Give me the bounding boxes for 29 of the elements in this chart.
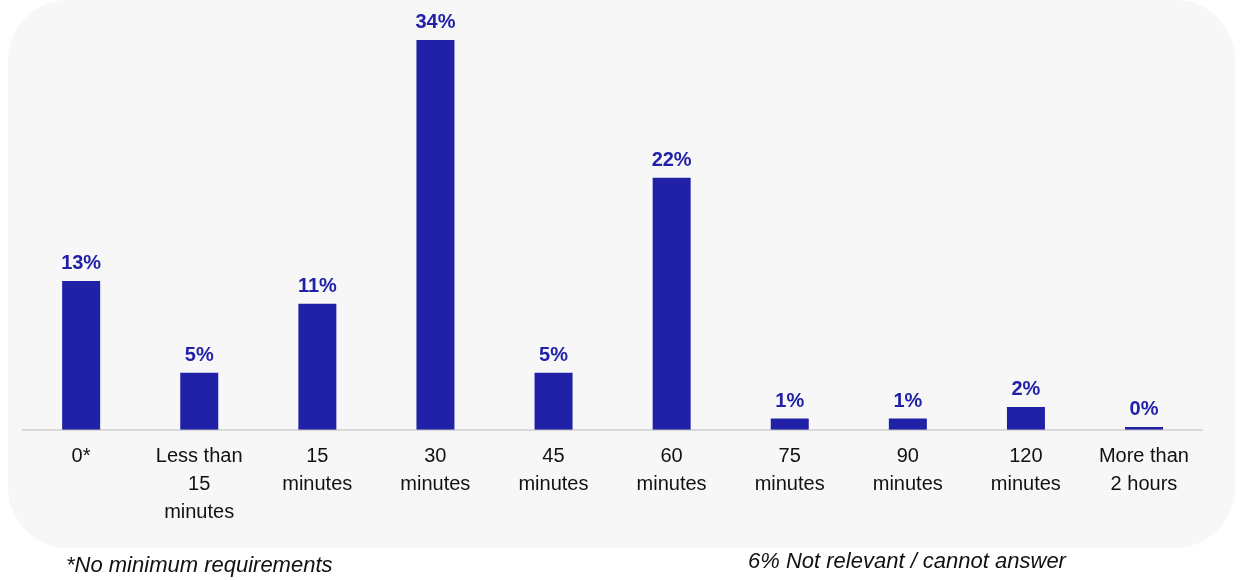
bar: [298, 303, 337, 430]
text: *No minimum requirements: [66, 552, 333, 578]
bar: [62, 280, 101, 430]
bar: [1006, 407, 1045, 430]
bar: [534, 372, 573, 430]
data-label: 2%: [1011, 377, 1041, 400]
data-label: 5%: [184, 342, 214, 365]
x-tick-label: 60 minutes: [636, 444, 707, 494]
data-label: 1%: [893, 388, 923, 411]
x-tick-label: 45 minutes: [518, 444, 589, 494]
x-tick-label: Less than 15 minutes: [155, 444, 243, 522]
data-label: 11%: [297, 273, 338, 296]
data-label: 34%: [415, 10, 456, 32]
x-tick-label: 75 minutes: [754, 444, 825, 494]
x-tick-label: 0*: [71, 444, 91, 466]
x-tick-label: 90 minutes: [872, 444, 943, 494]
bar: [652, 177, 691, 430]
x-tick-label: 15 minutes: [282, 444, 353, 494]
x-tick-label: More than 2 hours: [1098, 444, 1189, 494]
bar: [180, 372, 219, 430]
x-tick-label: 120 minutes: [990, 444, 1061, 494]
data-label: 13%: [61, 250, 102, 273]
bar: [416, 40, 455, 430]
data-label: 1%: [775, 388, 805, 411]
text: 6% Not relevant / cannot answer: [748, 548, 1066, 574]
data-label: 22%: [651, 147, 692, 170]
x-tick-label: 30 minutes: [400, 444, 471, 494]
data-label: 0%: [1129, 397, 1159, 419]
data-label: 5%: [539, 342, 569, 365]
